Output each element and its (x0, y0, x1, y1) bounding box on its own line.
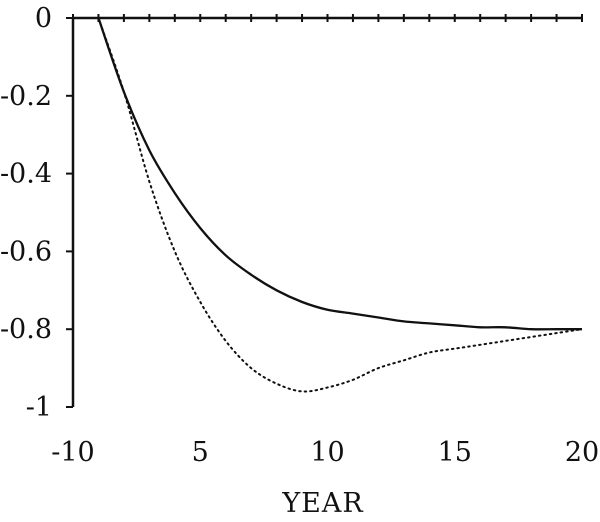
y-tick-label: -0.6 (0, 236, 52, 267)
x-tick-label: 5 (192, 437, 209, 468)
x-tick-label: 20 (565, 437, 599, 468)
y-tick-labels: 0 -0.2 -0.4 -0.6 -0.8 -1 (0, 3, 52, 423)
plot-lines (97, 17, 583, 393)
y-tick-label: -0.8 (0, 314, 52, 345)
dotted-series-line (97, 17, 583, 393)
x-tick-label: 10 (310, 437, 344, 468)
y-tick-label: -0.4 (0, 159, 52, 190)
y-tick-label: -1 (26, 392, 52, 423)
x-tick-labels: -10 5 10 15 20 (51, 437, 599, 468)
y-tick-label: 0 (35, 3, 52, 34)
x-tick-label: 15 (438, 437, 472, 468)
y-tick-label: -0.2 (0, 81, 52, 112)
x-axis-title: YEAR (281, 488, 363, 519)
x-tick-label: -10 (51, 437, 94, 468)
solid-series-line (97, 17, 582, 331)
